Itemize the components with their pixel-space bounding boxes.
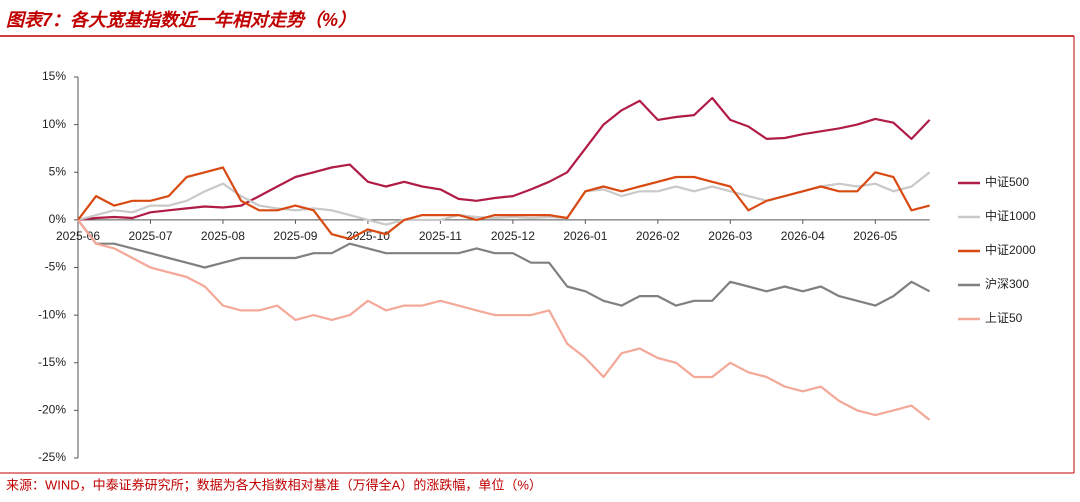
y-tick-label: -10% <box>38 307 66 321</box>
y-tick-label: 15% <box>42 69 66 83</box>
y-tick-label: 5% <box>49 164 67 178</box>
legend-label: 中证1000 <box>985 208 1036 223</box>
x-tick-label: 2025-09 <box>273 229 317 243</box>
x-tick-label: 2026-01 <box>563 229 607 243</box>
y-tick-label: 0% <box>49 212 67 226</box>
x-tick-label: 2025-08 <box>201 229 245 243</box>
series-line <box>77 219 931 421</box>
x-tick-label: 2025-12 <box>491 229 535 243</box>
x-tick-label: 2026-04 <box>781 229 825 243</box>
y-tick-label: -5% <box>45 260 67 274</box>
legend-label: 沪深300 <box>985 277 1029 291</box>
legend-label: 中证500 <box>985 174 1029 189</box>
y-tick-label: 10% <box>42 117 66 131</box>
series-line <box>77 96 931 221</box>
series-line <box>77 166 930 240</box>
source-note: 来源：WIND，中泰证券研究所；数据为各大指数相对基准（万得全A）的涨跌幅，单位… <box>6 477 542 493</box>
x-tick-label: 2025-06 <box>56 229 100 243</box>
series-line <box>77 171 931 226</box>
y-tick-label: -20% <box>38 403 66 417</box>
x-tick-label: 2025-07 <box>128 229 172 243</box>
legend-label: 上证50 <box>985 311 1023 325</box>
x-tick-label: 2026-05 <box>853 229 897 243</box>
chart-title: 图表7：各大宽基指数近一年相对走势（%） <box>6 10 356 30</box>
x-tick-label: 2025-10 <box>346 229 390 243</box>
x-tick-label: 2026-03 <box>708 229 752 243</box>
series-line <box>77 219 931 307</box>
y-tick-label: -25% <box>38 450 66 464</box>
legend-label: 中证2000 <box>985 242 1036 257</box>
y-tick-label: -15% <box>38 355 66 369</box>
x-tick-label: 2026-02 <box>636 229 680 243</box>
x-tick-label: 2025-11 <box>419 229 462 243</box>
